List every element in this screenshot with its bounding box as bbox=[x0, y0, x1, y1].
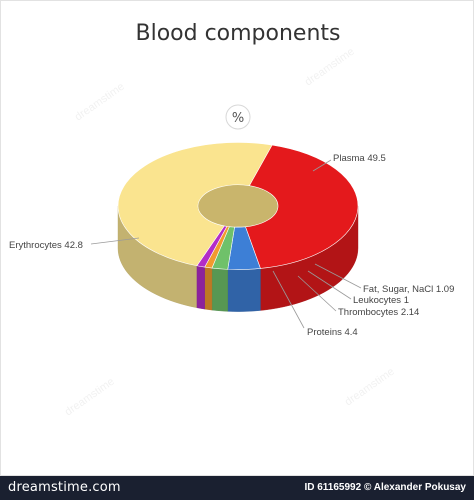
brand-logo: dreamstime.com bbox=[8, 480, 121, 495]
label-thrombocytes: Thrombocytes 2.14 bbox=[338, 307, 419, 318]
unit-label: % bbox=[232, 111, 244, 126]
plasma-leader-line bbox=[312, 159, 332, 172]
slice-side-leukocytes bbox=[204, 266, 213, 311]
other-leader-line bbox=[314, 263, 362, 289]
slice-top-plasma bbox=[117, 142, 273, 267]
donut-chart: % Plasma 49.5 Erythrocytes 42.8 Fat, Sug… bbox=[9, 104, 454, 338]
slice-side-other bbox=[196, 265, 205, 310]
chart-title: Blood components bbox=[135, 21, 341, 46]
chart-card: Blood components % Plasma 49.5 Erythrocy… bbox=[0, 0, 474, 476]
slice-side-thrombocytes bbox=[211, 267, 228, 312]
donut-hole-wall bbox=[198, 184, 278, 248]
footer-bar: dreamstime.com ID 61165992 © Alexander P… bbox=[0, 476, 474, 500]
label-plasma: Plasma 49.5 bbox=[333, 153, 386, 164]
label-proteins: Proteins 4.4 bbox=[307, 327, 358, 338]
unit-badge bbox=[225, 104, 251, 130]
erythrocytes-leader-line bbox=[90, 237, 140, 245]
leukocytes-leader-line bbox=[307, 270, 352, 300]
slice-top-erythrocytes bbox=[245, 144, 359, 269]
thrombocytes-leader-line bbox=[297, 275, 337, 312]
donut-top-layer bbox=[117, 142, 359, 270]
label-erythrocytes: Erythrocytes 42.8 bbox=[9, 240, 83, 251]
image-credit: ID 61165992 © Alexander Pokusay bbox=[304, 482, 466, 493]
label-leukocytes: Leukocytes 1 bbox=[353, 295, 409, 306]
label-other: Fat, Sugar, NaCl 1.09 bbox=[363, 284, 454, 295]
proteins-leader-line bbox=[272, 270, 305, 329]
label-layer: % Plasma 49.5 Erythrocytes 42.8 Fat, Sug… bbox=[9, 104, 454, 338]
slice-side-proteins bbox=[227, 268, 261, 312]
slice-top-other bbox=[196, 225, 228, 268]
